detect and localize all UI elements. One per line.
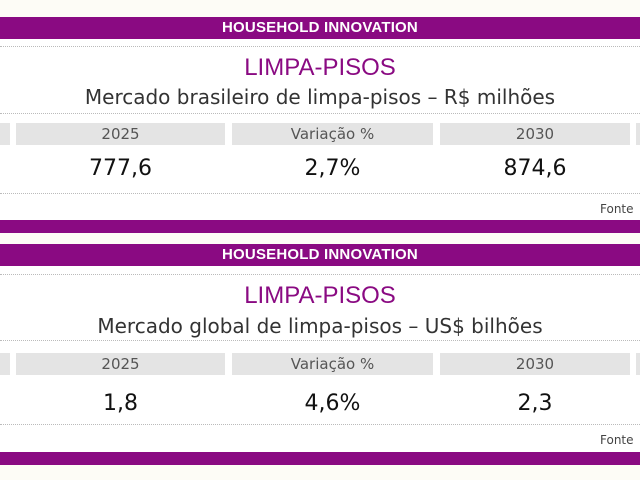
value-cell: 2,3: [517, 391, 553, 416]
brand-header: HOUSEHOLD INNOVATION: [0, 244, 640, 266]
footer-bar: [0, 452, 640, 465]
table-subtitle: Mercado brasileiro de limpa-pisos – R$ m…: [84, 85, 556, 109]
divider: [0, 113, 640, 114]
divider: [0, 274, 640, 275]
column-header-partial: [0, 353, 10, 375]
column-header: Variação %: [232, 353, 433, 375]
value-cell: 777,6: [89, 156, 152, 181]
column-header: 2025: [16, 123, 225, 145]
table-subtitle: Mercado global de limpa-pisos – US$ bilh…: [97, 314, 543, 338]
value-cell: 4,6%: [304, 391, 361, 416]
value-cell: 2,7%: [304, 156, 361, 181]
section-title: LIMPA-PISOS: [244, 54, 396, 81]
divider: [0, 46, 640, 47]
column-header-partial: [636, 353, 640, 375]
footer-bar: [0, 220, 640, 233]
value-cell: 1,8: [103, 391, 138, 416]
column-header: Variação %: [232, 123, 433, 145]
column-header-partial: [0, 123, 10, 145]
column-header: 2025: [16, 353, 225, 375]
brand-header: HOUSEHOLD INNOVATION: [0, 17, 640, 39]
column-header-partial: [636, 123, 640, 145]
divider: [0, 340, 640, 341]
column-header: 2030: [440, 123, 630, 145]
source-note: Fonte: [600, 433, 634, 447]
divider: [0, 193, 640, 194]
divider: [0, 424, 640, 425]
value-cell: 874,6: [503, 156, 567, 181]
column-header: 2030: [440, 353, 630, 375]
section-title: LIMPA-PISOS: [244, 282, 396, 309]
source-note: Fonte: [600, 202, 634, 216]
